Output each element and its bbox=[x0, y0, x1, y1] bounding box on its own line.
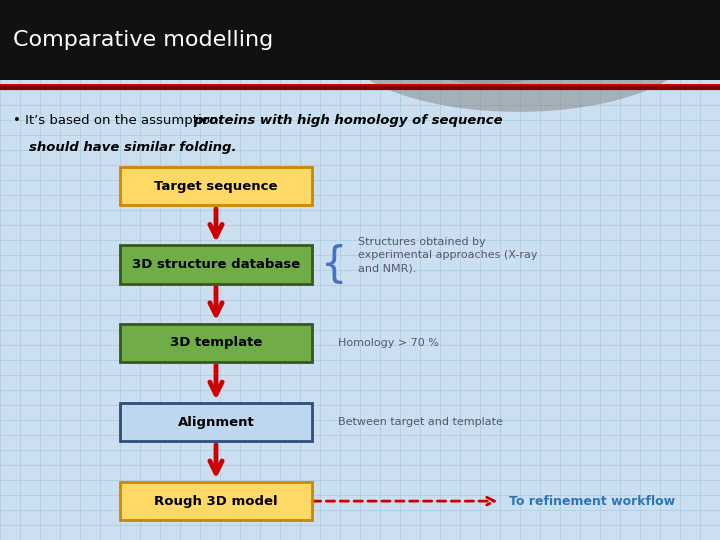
Ellipse shape bbox=[338, 0, 698, 112]
Text: Comparative modelling: Comparative modelling bbox=[13, 30, 273, 50]
FancyBboxPatch shape bbox=[120, 245, 312, 284]
Text: proteins with high homology of sequence: proteins with high homology of sequence bbox=[193, 114, 503, 127]
Text: 3D structure database: 3D structure database bbox=[132, 258, 300, 271]
Text: Alignment: Alignment bbox=[178, 416, 254, 429]
FancyBboxPatch shape bbox=[0, 0, 720, 80]
Text: Structures obtained by
experimental approaches (X-ray
and NMR).: Structures obtained by experimental appr… bbox=[358, 237, 537, 273]
Text: 3D template: 3D template bbox=[170, 336, 262, 349]
FancyBboxPatch shape bbox=[0, 86, 720, 90]
Ellipse shape bbox=[382, 0, 598, 84]
FancyBboxPatch shape bbox=[0, 84, 720, 90]
FancyBboxPatch shape bbox=[120, 167, 312, 205]
Text: Rough 3D model: Rough 3D model bbox=[154, 495, 278, 508]
Text: Homology > 70 %: Homology > 70 % bbox=[338, 338, 439, 348]
FancyBboxPatch shape bbox=[120, 482, 312, 521]
Text: • It’s based on the assumption:: • It’s based on the assumption: bbox=[13, 114, 227, 127]
Text: should have similar folding.: should have similar folding. bbox=[29, 141, 236, 154]
Text: Between target and template: Between target and template bbox=[338, 417, 503, 427]
FancyBboxPatch shape bbox=[120, 403, 312, 442]
Text: {: { bbox=[320, 244, 347, 286]
Text: Target sequence: Target sequence bbox=[154, 180, 278, 193]
Text: To refinement workflow: To refinement workflow bbox=[509, 495, 675, 508]
FancyBboxPatch shape bbox=[120, 323, 312, 362]
